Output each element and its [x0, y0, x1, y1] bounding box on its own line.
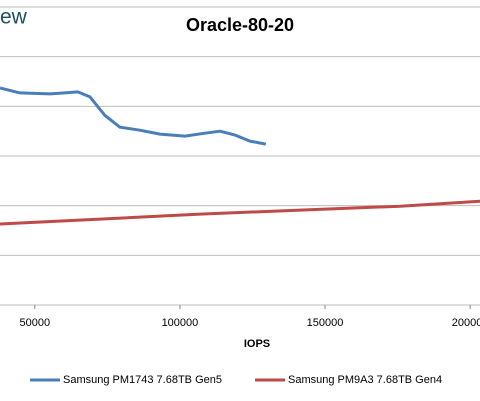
series-line — [0, 86, 267, 146]
legend-label: Samsung PM9A3 7.68TB Gen4 — [288, 374, 442, 386]
chart-title: Oracle-80-20 — [186, 15, 294, 35]
x-tick-label: 100000 — [162, 317, 199, 329]
legend-label: Samsung PM1743 7.68TB Gen5 — [63, 374, 222, 386]
x-tick-label: 50000 — [20, 317, 51, 329]
logo-text: ew — [0, 6, 28, 29]
x-tick-label: 150000 — [307, 317, 344, 329]
x-axis-label: IOPS — [244, 338, 270, 350]
x-tick-label: 200000 — [452, 317, 480, 329]
series-line — [0, 199, 480, 226]
